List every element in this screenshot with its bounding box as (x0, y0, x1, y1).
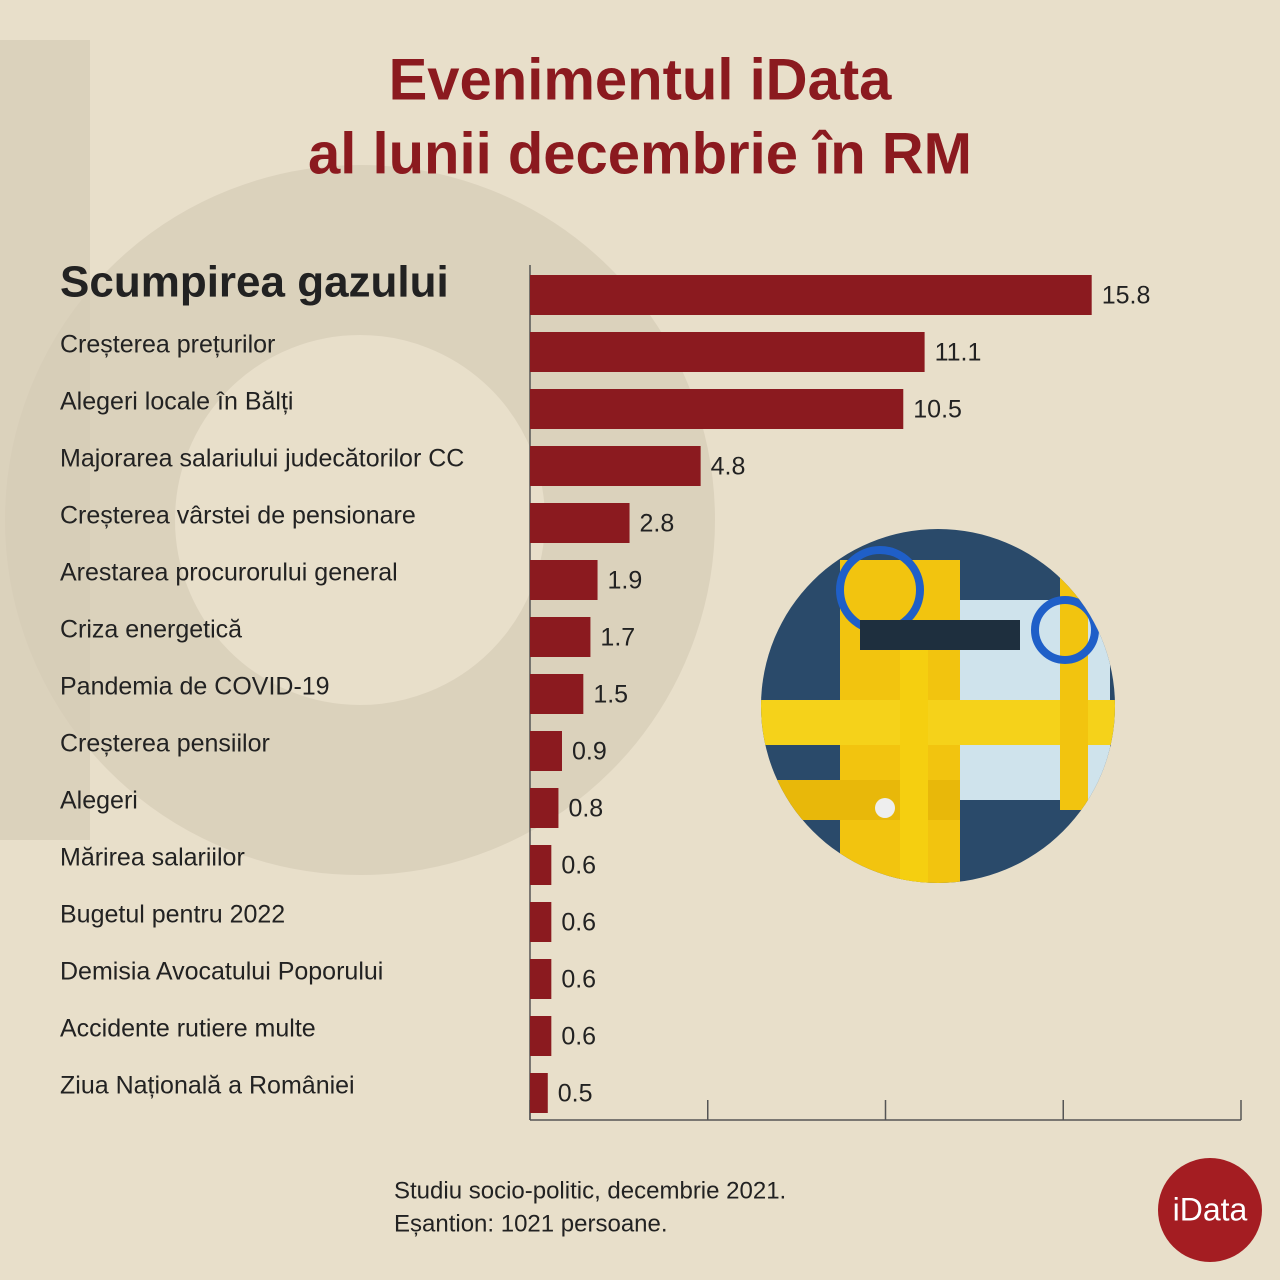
category-label: Creșterea prețurilor (60, 331, 275, 359)
note: Studiu socio-politic, decembrie 2021. (394, 1177, 786, 1204)
category-label: Accidente rutiere multe (60, 1015, 316, 1043)
value-label: 2.8 (640, 510, 675, 538)
bar (530, 446, 701, 486)
value-label: 0.8 (568, 795, 603, 823)
category-label: Bugetul pentru 2022 (60, 901, 285, 929)
bar (530, 1073, 548, 1113)
bar (530, 845, 552, 885)
category-label: Pandemia de COVID-19 (60, 673, 330, 701)
value-label: 1.7 (600, 624, 635, 652)
value-label: 0.5 (558, 1080, 593, 1108)
value-label: 1.5 (593, 681, 628, 709)
bar (530, 503, 630, 543)
category-label: Alegeri locale în Bălți (60, 388, 293, 416)
chart-title: Evenimentul iData (389, 47, 893, 112)
value-label: 0.6 (561, 966, 596, 994)
value-label: 0.6 (561, 1023, 596, 1051)
bar (530, 560, 598, 600)
bar (530, 1016, 552, 1056)
bar (530, 332, 925, 372)
category-label: Criza energetică (60, 616, 242, 644)
category-label: Demisia Avocatului Poporului (60, 958, 383, 986)
category-label: Scumpirea gazului (60, 258, 449, 307)
background-decoration (0, 40, 90, 840)
category-label: Creșterea vârstei de pensionare (60, 502, 416, 530)
category-label: Creșterea pensiilor (60, 730, 270, 758)
category-label: Ziua Națională a României (60, 1072, 355, 1100)
value-label: 1.9 (608, 567, 643, 595)
value-label: 10.5 (913, 396, 962, 424)
logo: iData (1173, 1191, 1248, 1227)
value-label: 0.6 (561, 909, 596, 937)
bar (530, 617, 591, 657)
category-label: Arestarea procurorului general (60, 559, 398, 587)
logo-circle (1158, 1158, 1262, 1262)
bar (530, 275, 1092, 315)
category-label: Alegeri (60, 787, 138, 815)
photo (761, 529, 1115, 883)
value-label: 0.9 (572, 738, 607, 766)
chart-title: al lunii decembrie în RM (308, 121, 972, 186)
value-label: 0.6 (561, 852, 596, 880)
category-label: Mărirea salariilor (60, 844, 245, 872)
bar (530, 389, 904, 429)
bar (530, 788, 559, 828)
bar (530, 674, 584, 714)
value-label: 11.1 (935, 339, 982, 367)
value-label: 4.8 (711, 453, 746, 481)
bar (530, 731, 562, 771)
bar (530, 902, 552, 942)
bar (530, 959, 552, 999)
category-label: Majorarea salariului judecătorilor CC (60, 445, 464, 473)
note: Eșantion: 1021 persoane. (394, 1210, 668, 1237)
value-label: 15.8 (1102, 282, 1151, 310)
